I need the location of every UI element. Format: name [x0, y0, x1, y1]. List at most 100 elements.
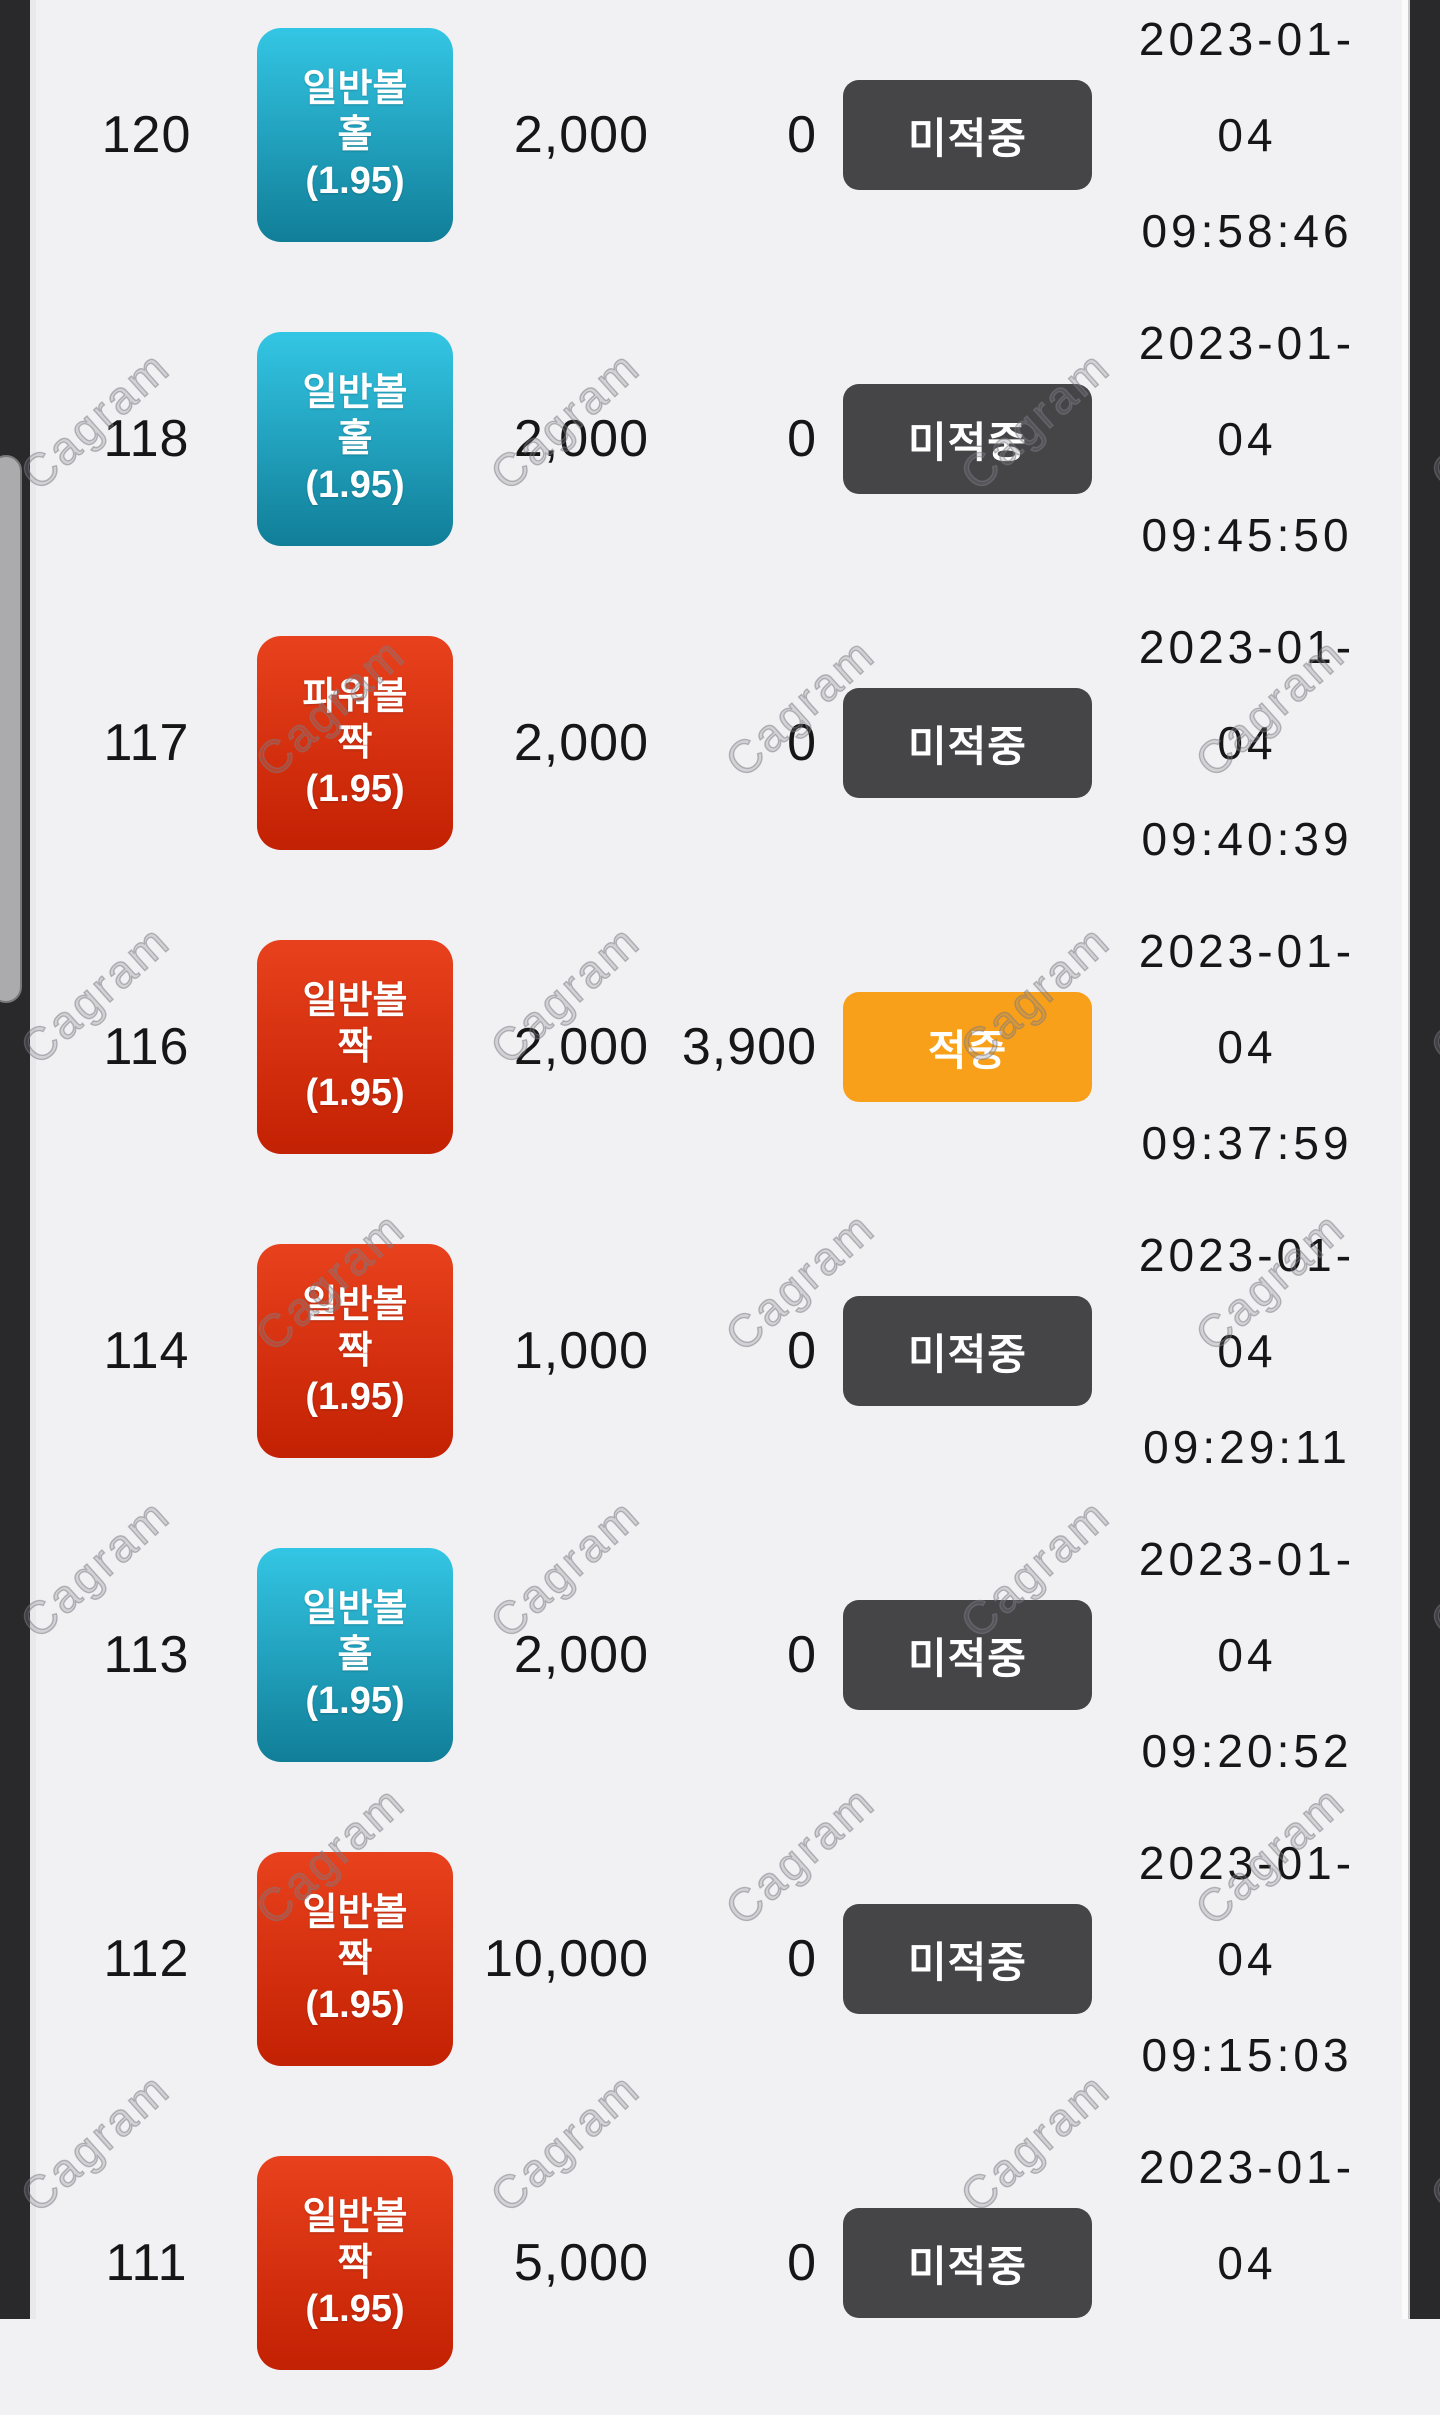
left-scroll-track — [30, 0, 36, 2319]
pick-odds-label: (1.95) — [305, 1072, 405, 1114]
bet-number: 112 — [103, 1930, 190, 1988]
pick-cell: 일반볼 짝 (1.95) — [257, 1852, 453, 2066]
placed-time: 09:20:52 — [1141, 1725, 1353, 1777]
pick-game-label: 일반볼 — [302, 372, 408, 414]
bet-amount: 2,000 — [513, 1626, 649, 1684]
placed-date: 2023-01-04 — [1138, 925, 1356, 1073]
bet-number: 118 — [103, 410, 190, 468]
bet-amount: 1,000 — [513, 1322, 649, 1380]
pick-badge: 일반볼 짝 (1.95) — [257, 940, 453, 1154]
status-badge: 미적중 — [843, 2208, 1092, 2318]
pick-side-label: 짝 — [337, 1330, 373, 1372]
time-cell: 2023-01-04 09:40:39 — [1092, 599, 1402, 887]
pick-odds-label: (1.95) — [305, 2288, 405, 2330]
win-amount: 0 — [787, 106, 817, 164]
status-cell: 적중 — [817, 992, 1092, 1102]
pick-game-label: 일반볼 — [302, 1588, 408, 1630]
status-cell: 미적중 — [817, 1904, 1092, 2014]
bet-amount: 2,000 — [513, 1018, 649, 1076]
status-badge: 미적중 — [843, 80, 1092, 190]
pick-game-label: 일반볼 — [302, 68, 408, 110]
pick-badge: 파워볼 짝 (1.95) — [257, 636, 453, 850]
bet-history-row: 112 일반볼 짝 (1.95) 10,000 0 미적중 2023-01-04… — [36, 1807, 1402, 2111]
pick-odds-label: (1.95) — [305, 1376, 405, 1418]
scrollbar-thumb[interactable] — [0, 455, 22, 1003]
pick-cell: 일반볼 홀 (1.95) — [257, 332, 453, 546]
placed-at: 2023-01-04 09:45:50 — [1133, 295, 1361, 583]
pick-cell: 일반볼 짝 (1.95) — [257, 940, 453, 1154]
bet-history-row: 120 일반볼 홀 (1.95) 2,000 0 미적중 2023-01-04 … — [36, 0, 1402, 287]
pick-game-label: 일반볼 — [302, 980, 408, 1022]
placed-time: 09:37:59 — [1141, 1117, 1353, 1169]
pick-game-label: 파워볼 — [302, 676, 408, 718]
placed-date: 2023-01-04 — [1138, 1533, 1356, 1681]
pick-cell: 일반볼 홀 (1.95) — [257, 1548, 453, 1762]
time-cell: 2023-01-04 09:15:03 — [1092, 1815, 1402, 2103]
pick-badge: 일반볼 짝 (1.95) — [257, 1244, 453, 1458]
bet-number: 114 — [103, 1322, 190, 1380]
placed-date: 2023-01-04 — [1138, 621, 1356, 769]
bet-history-row: 111 일반볼 짝 (1.95) 5,000 0 미적중 2023-01-04 — [36, 2111, 1402, 2415]
status-cell: 미적중 — [817, 80, 1092, 190]
pick-cell: 일반볼 짝 (1.95) — [257, 2156, 453, 2370]
left-edge-strip — [0, 0, 30, 2319]
pick-cell: 일반볼 홀 (1.95) — [257, 28, 453, 242]
placed-at: 2023-01-04 09:20:52 — [1133, 1511, 1361, 1799]
win-amount: 3,900 — [681, 1018, 817, 1076]
pick-side-label: 짝 — [337, 1026, 373, 1068]
pick-odds-label: (1.95) — [305, 768, 405, 810]
bet-number: 113 — [103, 1626, 190, 1684]
bet-amount: 2,000 — [513, 410, 649, 468]
time-cell: 2023-01-04 09:20:52 — [1092, 1511, 1402, 1799]
win-amount: 0 — [787, 410, 817, 468]
placed-date: 2023-01-04 — [1138, 317, 1356, 465]
status-badge: 미적중 — [843, 688, 1092, 798]
placed-date: 2023-01-04 — [1138, 2141, 1356, 2289]
status-badge: 미적중 — [843, 1600, 1092, 1710]
pick-badge: 일반볼 홀 (1.95) — [257, 1548, 453, 1762]
bet-amount: 2,000 — [513, 714, 649, 772]
placed-date: 2023-01-04 — [1138, 1229, 1356, 1377]
win-amount: 0 — [787, 2234, 817, 2292]
pick-badge: 일반볼 홀 (1.95) — [257, 332, 453, 546]
pick-badge: 일반볼 홀 (1.95) — [257, 28, 453, 242]
bet-history-row: 114 일반볼 짝 (1.95) 1,000 0 미적중 2023-01-04 … — [36, 1199, 1402, 1503]
bet-history-row: 117 파워볼 짝 (1.95) 2,000 0 미적중 2023-01-04 … — [36, 591, 1402, 895]
pick-game-label: 일반볼 — [302, 1284, 408, 1326]
placed-at: 2023-01-04 09:15:03 — [1133, 1815, 1361, 2103]
pick-cell: 일반볼 짝 (1.95) — [257, 1244, 453, 1458]
placed-time: 09:58:46 — [1141, 205, 1353, 257]
pick-side-label: 홀 — [337, 114, 373, 156]
status-cell: 미적중 — [817, 1296, 1092, 1406]
bet-history-list: 120 일반볼 홀 (1.95) 2,000 0 미적중 2023-01-04 … — [36, 0, 1402, 2415]
pick-odds-label: (1.95) — [305, 1984, 405, 2026]
win-amount: 0 — [787, 714, 817, 772]
placed-time — [1133, 2311, 1361, 2407]
bet-history-row: 118 일반볼 홀 (1.95) 2,000 0 미적중 2023-01-04 … — [36, 287, 1402, 591]
pick-odds-label: (1.95) — [305, 160, 405, 202]
placed-at: 2023-01-04 09:29:11 — [1133, 1207, 1361, 1495]
pick-odds-label: (1.95) — [305, 1680, 405, 1722]
time-cell: 2023-01-04 09:58:46 — [1092, 0, 1402, 279]
pick-side-label: 짝 — [337, 2242, 373, 2284]
status-cell: 미적중 — [817, 1600, 1092, 1710]
pick-odds-label: (1.95) — [305, 464, 405, 506]
status-cell: 미적중 — [817, 2208, 1092, 2318]
bet-history-row: 113 일반볼 홀 (1.95) 2,000 0 미적중 2023-01-04 … — [36, 1503, 1402, 1807]
bet-number: 111 — [105, 2234, 188, 2292]
pick-badge: 일반볼 짝 (1.95) — [257, 2156, 453, 2370]
bet-amount: 5,000 — [513, 2234, 649, 2292]
bet-number: 120 — [101, 106, 192, 164]
right-scroll-track — [1402, 0, 1410, 2319]
win-amount: 0 — [787, 1930, 817, 1988]
placed-time: 09:15:03 — [1141, 2029, 1353, 2081]
right-edge-strip — [1410, 0, 1440, 2319]
pick-game-label: 일반볼 — [302, 1892, 408, 1934]
placed-at: 2023-01-04 09:58:46 — [1133, 0, 1361, 279]
placed-date: 2023-01-04 — [1138, 1837, 1356, 1985]
pick-side-label: 짝 — [337, 722, 373, 764]
status-badge: 적중 — [843, 992, 1092, 1102]
time-cell: 2023-01-04 09:37:59 — [1092, 903, 1402, 1191]
time-cell: 2023-01-04 09:45:50 — [1092, 295, 1402, 583]
